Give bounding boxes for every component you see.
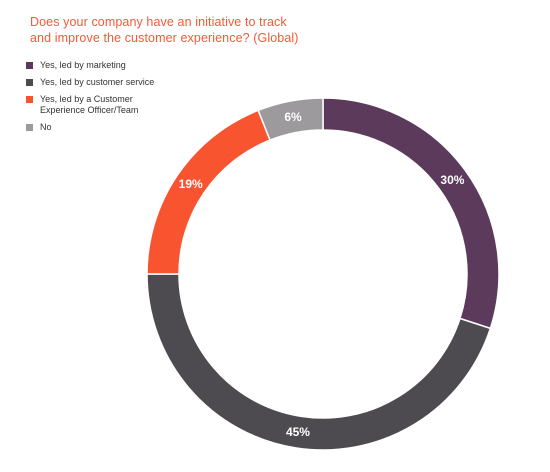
legend-item-cx-officer: Yes, led by a Customer Experience Office… (26, 94, 256, 116)
slice-label-customer-service: 45% (286, 425, 310, 439)
chart-title-line-2: and improve the customer experience? (Gl… (30, 31, 299, 45)
donut-labels: 30% 45% 19% 6% (179, 110, 465, 439)
legend-label-marketing: Yes, led by marketing (40, 60, 126, 70)
legend-label-cx-officer: Yes, led by a Customer Experience Office… (40, 94, 256, 116)
donut-slice-cx-officer (146, 109, 271, 275)
legend-label-no: No (40, 122, 52, 132)
chart-title: Does your company have an initiative to … (30, 14, 360, 46)
legend: Yes, led by marketing Yes, led by custom… (26, 60, 256, 139)
donut-slices (146, 97, 500, 451)
donut-slice-marketing (322, 97, 500, 330)
legend-swatch-cx-officer (26, 96, 33, 103)
legend-swatch-marketing (26, 62, 33, 69)
slice-label-marketing: 30% (440, 173, 464, 187)
legend-item-no: No (26, 122, 256, 133)
legend-item-marketing: Yes, led by marketing (26, 60, 256, 71)
legend-label-cx-officer-line-2: Experience Officer/Team (40, 105, 139, 115)
legend-label-customer-service: Yes, led by customer service (40, 77, 155, 87)
donut-slice-no (257, 97, 324, 142)
legend-swatch-customer-service (26, 79, 33, 86)
donut-slice-customer-service (146, 273, 492, 451)
legend-item-customer-service: Yes, led by customer service (26, 77, 256, 88)
slice-label-cx-officer: 19% (179, 177, 203, 191)
chart-title-line-1: Does your company have an initiative to … (30, 15, 287, 29)
legend-swatch-no (26, 124, 33, 131)
slice-label-no: 6% (284, 110, 302, 124)
legend-label-cx-officer-line-1: Yes, led by a Customer (40, 94, 133, 104)
